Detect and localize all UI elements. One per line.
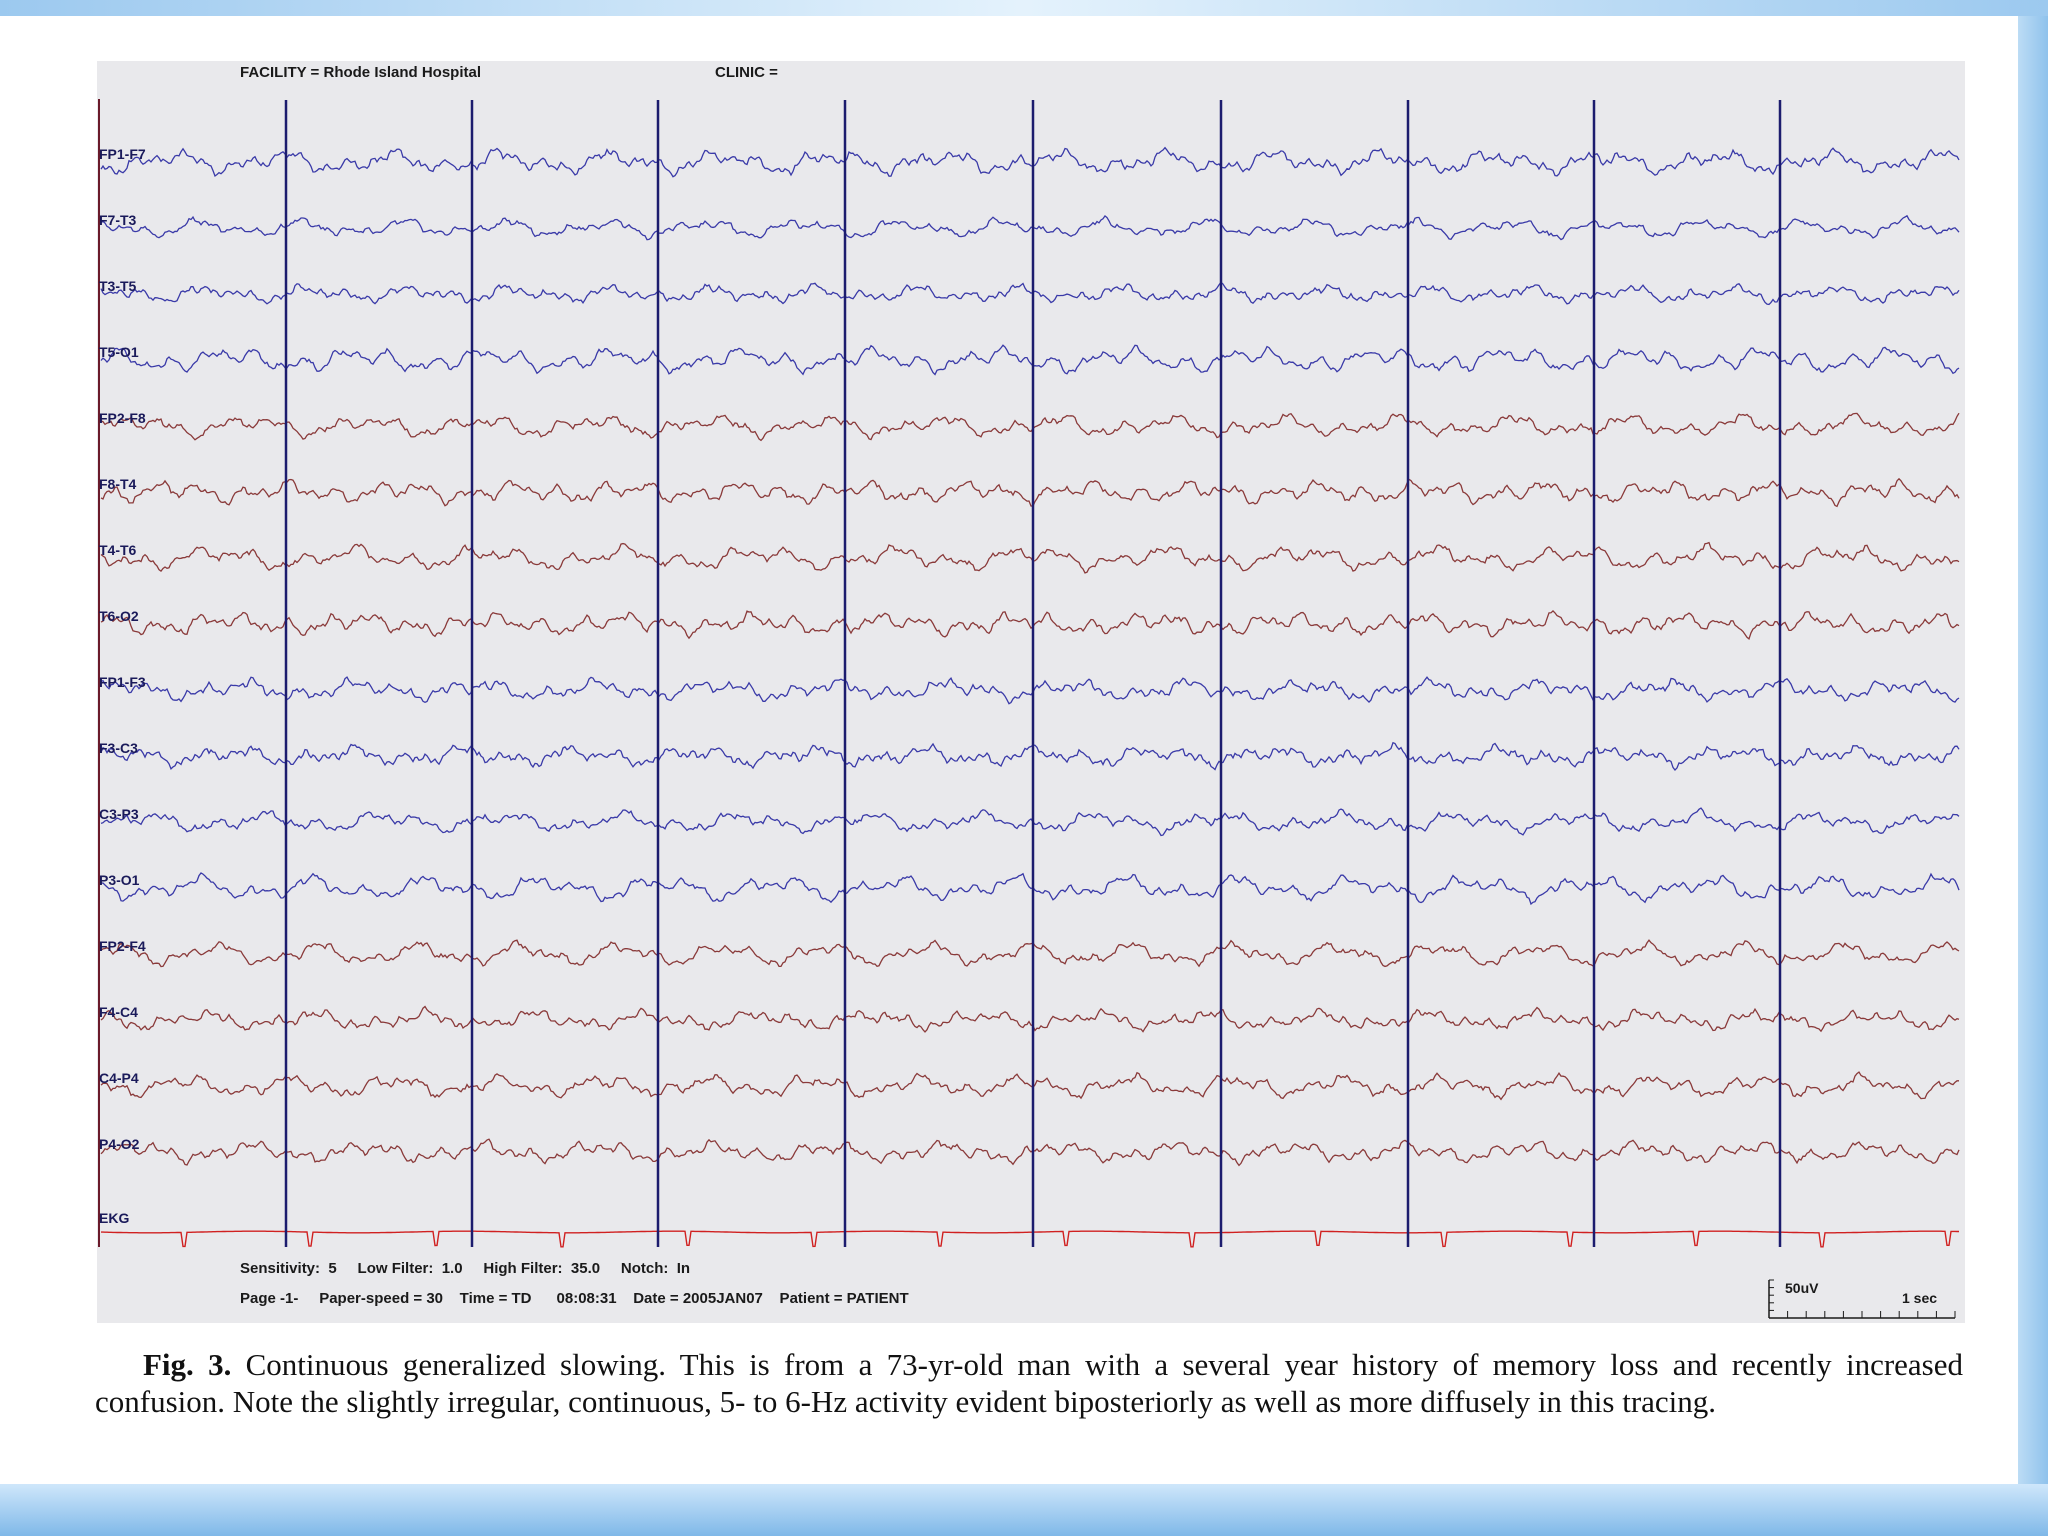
trace-fp1-f7 [100,146,1960,178]
channel-label: F8-T4 [99,476,137,492]
channel-label: T4-T6 [99,542,137,558]
trace-p4-o2 [100,1138,1960,1167]
trace-fp2-f4 [100,939,1960,968]
time-scale-label: 1 sec [1902,1290,1938,1306]
trace-f3-c3 [100,741,1960,771]
recording-settings: Sensitivity: 5 Low Filter: 1.0 High Filt… [240,1260,691,1277]
trace-p3-o1 [100,872,1960,906]
channel-label: T5-O1 [99,344,139,360]
facility-label: FACILITY = Rhode Island Hospital [240,64,482,81]
trace-t4-t6 [100,541,1960,574]
trace-fp2-f8 [100,412,1960,442]
slide-bottom-band [0,1484,2048,1536]
eeg-tracing: FP1-F7 F7-T3 T3-T5 T5-O1 FP2-F8 F8-T4 T4-T6 T6-… [98,99,1960,1319]
amplitude-scale-label: 50uV [1785,1280,1819,1296]
channel-label: EKG [99,1210,129,1226]
figure-caption-text: Continuous generalized slowing. This is … [95,1347,1963,1419]
channel-label: P3-O1 [99,872,140,888]
trace-t5-o1 [100,344,1960,376]
channel-label: F7-T3 [99,212,137,228]
trace-f4-c4 [100,1005,1960,1033]
figure-caption: Fig. 3. Continuous generalized slowing. … [95,1346,1963,1420]
figure-number: Fig. 3. [143,1347,232,1382]
channel-label: FP1-F3 [99,674,146,690]
channel-label: P4-O2 [99,1136,140,1152]
eeg-figure: FP1-F7 F7-T3 T3-T5 T5-O1 FP2-F8 F8-T4 T4-T6 T6-… [97,61,1965,1323]
trace-fp1-f3 [100,676,1960,705]
channel-label: C4-P4 [99,1070,139,1086]
channel-label: T6-O2 [99,608,139,624]
channel-label: FP2-F8 [99,410,146,426]
channel-label: F3-C3 [99,740,138,756]
trace-f7-t3 [100,214,1960,241]
channel-label: T3-T5 [99,278,137,294]
trace-t3-t5 [100,281,1960,306]
trace-c4-p4 [100,1071,1959,1101]
trace-t6-o2 [100,609,1960,640]
channel-label: FP1-F7 [99,146,146,162]
slide-frame-edge [2018,16,2048,1484]
channel-label: C3-P3 [99,806,139,822]
channel-label: FP2-F4 [99,938,146,954]
recording-info: Page -1- Paper-speed = 30 Time = TD 08:0… [240,1290,909,1307]
trace-ekg [101,1230,1959,1248]
trace-c3-p3 [100,807,1960,837]
channel-label: F4-C4 [99,1004,138,1020]
clinic-label: CLINIC = [715,64,778,81]
trace-f8-t4 [100,477,1960,508]
